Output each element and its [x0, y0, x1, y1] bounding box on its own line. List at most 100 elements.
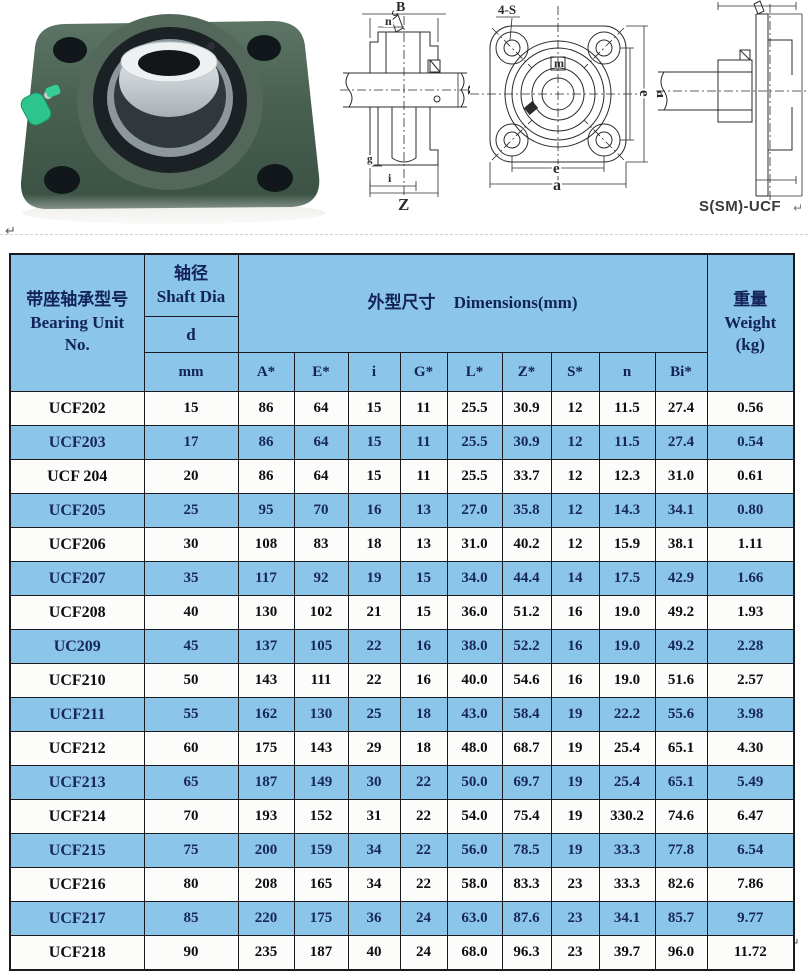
- dim-cell: 87.6: [501, 901, 552, 936]
- dimension-lines: [489, 16, 648, 188]
- dim-cell: 69.7: [501, 765, 552, 800]
- dim-cell: 19.0: [598, 595, 656, 630]
- header-col-S: S*: [550, 352, 600, 392]
- dim-cell: 70: [293, 493, 349, 528]
- dim-cell: 137: [237, 629, 295, 664]
- weight-cell: 0.61: [706, 459, 795, 494]
- housing-section: [717, 0, 793, 197]
- dim-cell: 30: [347, 765, 401, 800]
- table-row: UCF207 35 117 92 19 15 34.0 44.4 14 17.5…: [9, 561, 795, 596]
- dim-cell: 19: [550, 765, 600, 800]
- centerlines: [340, 16, 470, 206]
- dim-cell: 23: [550, 901, 600, 936]
- table-row: UCF208 40 130 102 21 15 36.0 51.2 16 19.…: [9, 595, 795, 630]
- paragraph-mark: ↵: [5, 224, 16, 239]
- header-col-A: A*: [237, 352, 295, 392]
- dim-cell: 117: [237, 561, 295, 596]
- dim-cell: 19: [347, 561, 401, 596]
- dim-cell: 23: [550, 867, 600, 902]
- dim-cell: 40.0: [446, 663, 503, 698]
- dim-cell: 14: [550, 561, 600, 596]
- dim-cell: 44.4: [501, 561, 552, 596]
- dim-label-Z: Z: [398, 195, 409, 214]
- weight-cell: 9.77: [706, 901, 795, 936]
- dim-cell: 56.0: [446, 833, 503, 868]
- photo-fade: [12, 194, 330, 228]
- header-col-G: G*: [399, 352, 448, 392]
- dim-cell: 175: [237, 731, 295, 766]
- shaft-dia-cell: 40: [143, 595, 239, 630]
- dim-cell: 17.5: [598, 561, 656, 596]
- dim-cell: 19: [550, 799, 600, 834]
- dim-cell: 50.0: [446, 765, 503, 800]
- dim-cell: 38.0: [446, 629, 503, 664]
- dim-cell: 68.7: [501, 731, 552, 766]
- bearing-no-cell: UCF215: [9, 833, 145, 868]
- dim-cell: 25.5: [446, 391, 503, 426]
- table-header: 带座轴承型号 Bearing Unit No. 轴径 Shaft Dia 外型尺…: [9, 253, 795, 392]
- dim-cell: 40.2: [501, 527, 552, 562]
- dim-cell: 49.2: [654, 629, 708, 664]
- dim-cell: 12: [550, 527, 600, 562]
- dim-label-m: m: [554, 56, 564, 70]
- dim-cell: 12: [550, 391, 600, 426]
- dim-cell: 187: [293, 935, 349, 971]
- dim-cell: 22: [347, 629, 401, 664]
- header-col-Z: Z*: [501, 352, 552, 392]
- dim-label-4S: 4-S: [498, 2, 516, 17]
- dim-cell: 96.0: [654, 935, 708, 971]
- centerlines: [656, 4, 806, 200]
- dim-cell: 33.3: [598, 833, 656, 868]
- dim-cell: 34: [347, 867, 401, 902]
- header-shaft-dia: 轴径 Shaft Dia: [143, 253, 239, 317]
- dim-cell: 77.8: [654, 833, 708, 868]
- dim-cell: 25.4: [598, 731, 656, 766]
- dim-cell: 42.9: [654, 561, 708, 596]
- dimension-labels: 4-S m e a e a: [496, 0, 663, 196]
- dim-cell: 34.0: [446, 561, 503, 596]
- table-row: UCF217 85 220 175 36 24 63.0 87.6 23 34.…: [9, 901, 795, 936]
- weight-cell: 1.93: [706, 595, 795, 630]
- dim-cell: 25.5: [446, 425, 503, 460]
- table-row: UCF210 50 143 111 22 16 40.0 54.6 16 19.…: [9, 663, 795, 698]
- section-divider: [0, 234, 808, 235]
- paragraph-mark: ↵: [793, 201, 804, 215]
- dim-cell: 82.6: [654, 867, 708, 902]
- dim-cell: 48.0: [446, 731, 503, 766]
- dim-cell: 16: [347, 493, 401, 528]
- bearing-no-cell: UCF208: [9, 595, 145, 630]
- dim-cell: 11.5: [598, 391, 656, 426]
- dim-cell: 34.1: [598, 901, 656, 936]
- weight-cell: 0.80: [706, 493, 795, 528]
- weight-cell: 1.66: [706, 561, 795, 596]
- dim-cell: 111: [293, 663, 349, 698]
- dim-cell: 38.1: [654, 527, 708, 562]
- dim-cell: 65.1: [654, 731, 708, 766]
- shaft-dia-cell: 80: [143, 867, 239, 902]
- dim-cell: 33.3: [598, 867, 656, 902]
- dim-cell: 11.5: [598, 425, 656, 460]
- dim-cell: 15: [399, 595, 448, 630]
- dim-cell: 16: [399, 629, 448, 664]
- dim-label-i: i: [388, 171, 392, 185]
- dim-cell: 24: [399, 935, 448, 971]
- dim-cell: 16: [399, 663, 448, 698]
- header-col-E: E*: [293, 352, 349, 392]
- bearing-no-cell: UCF 204: [9, 459, 145, 494]
- dim-cell: 16: [550, 595, 600, 630]
- dim-cell: 102: [293, 595, 349, 630]
- dim-cell: 19: [550, 731, 600, 766]
- dim-cell: 21: [347, 595, 401, 630]
- dim-label-g: g: [367, 153, 373, 165]
- dim-cell: 68.0: [446, 935, 503, 971]
- shaft-dia-cell: 65: [143, 765, 239, 800]
- dim-cell: 162: [237, 697, 295, 732]
- dim-cell: 58.4: [501, 697, 552, 732]
- table-row: UCF202 15 86 64 15 11 25.5 30.9 12 11.5 …: [9, 391, 795, 426]
- dim-cell: 96.3: [501, 935, 552, 971]
- dim-cell: 83.3: [501, 867, 552, 902]
- shaft-dia-cell: 15: [143, 391, 239, 426]
- weight-cell: 7.86: [706, 867, 795, 902]
- header-bearing-en: Bearing Unit: [30, 312, 125, 332]
- table-row: UCF215 75 200 159 34 22 56.0 78.5 19 33.…: [9, 833, 795, 868]
